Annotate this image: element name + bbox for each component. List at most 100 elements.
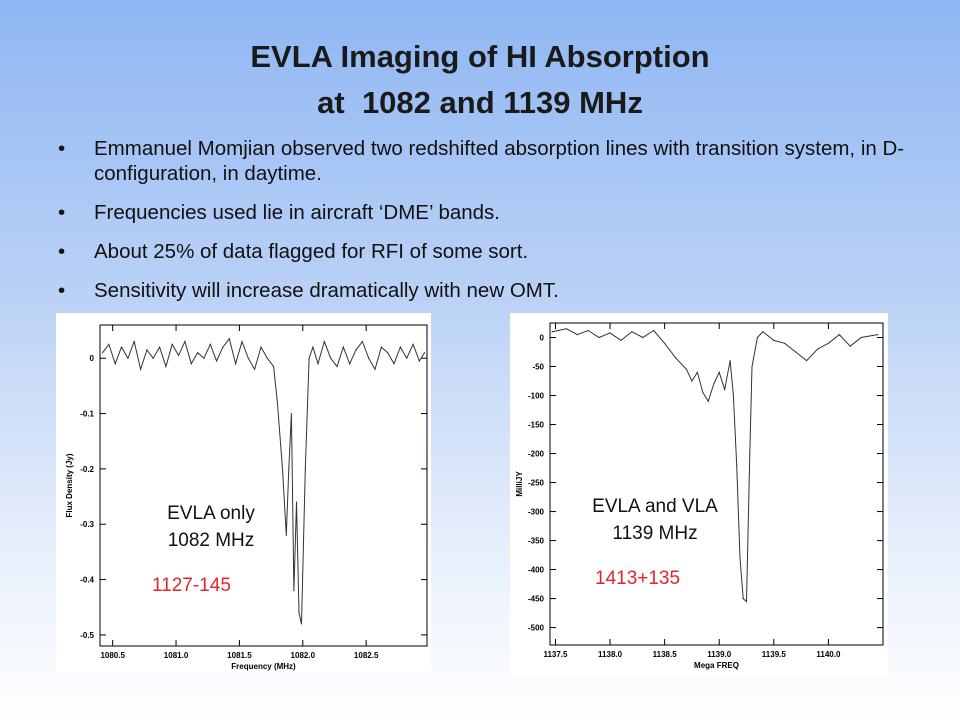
data-point xyxy=(724,389,726,391)
y-tick-label: -100 xyxy=(528,392,545,401)
data-point xyxy=(298,612,300,614)
data-point xyxy=(241,341,243,343)
title-line-1: EVLA Imaging of HI Absorption xyxy=(250,39,710,74)
y-tick-label: -250 xyxy=(528,479,545,488)
y-tick-label: -150 xyxy=(528,421,545,430)
data-point xyxy=(281,468,284,470)
data-point xyxy=(642,336,644,339)
x-tick-label: 1139.5 xyxy=(762,650,787,659)
data-point xyxy=(312,346,314,348)
x-tick-label: 1082.0 xyxy=(291,651,316,660)
data-point xyxy=(685,368,688,370)
y-tick-label: 0 xyxy=(540,334,545,343)
data-point xyxy=(387,352,389,354)
data-point xyxy=(260,346,262,348)
data-point xyxy=(664,342,666,344)
y-tick-label: -0.3 xyxy=(80,520,94,529)
data-point xyxy=(806,360,808,362)
data-point xyxy=(295,501,298,503)
data-point xyxy=(707,400,709,402)
data-point xyxy=(751,365,753,368)
y-tick-label: -0.2 xyxy=(80,465,94,474)
data-point xyxy=(691,380,693,382)
data-point xyxy=(336,365,338,368)
chart-panel-right: 0 -50 -100 -150 -200 -250 -300 -350 -400 -450 -500… xyxy=(510,313,888,675)
data-point xyxy=(146,349,148,351)
x-tick-label: 1137.5 xyxy=(543,650,568,659)
data-point xyxy=(374,368,376,370)
y-tick-label: -450 xyxy=(528,595,545,604)
data-point xyxy=(742,598,744,600)
y-tick-label: -0.5 xyxy=(80,631,94,640)
plot-frame xyxy=(99,324,428,647)
y-tick-label: -300 xyxy=(528,508,545,517)
x-tick-label: 1138.0 xyxy=(598,650,623,659)
data-point xyxy=(380,346,382,348)
y-axis-label: MilliJY xyxy=(515,471,524,497)
chart-annotation: EVLA and VLA 1139 MHz xyxy=(570,493,740,547)
data-point xyxy=(739,557,741,559)
x-tick-label: 1138.5 xyxy=(653,650,678,659)
data-point xyxy=(713,383,715,385)
x-tick-label: 1080.5 xyxy=(100,651,125,660)
data-point xyxy=(285,534,287,536)
data-point xyxy=(203,357,205,359)
data-point xyxy=(222,346,224,348)
plot-frame xyxy=(549,322,884,646)
x-tick-label: 1140.0 xyxy=(816,650,841,659)
chart-panel-left: 0 -0.1 -0.2 -0.3 -0.4 -0.5 1080.5 1081.0 1081.5 1… xyxy=(56,313,431,673)
data-point xyxy=(756,336,758,339)
data-point xyxy=(216,360,218,362)
y-tick-label: -500 xyxy=(528,624,545,633)
data-point xyxy=(355,349,357,351)
data-point xyxy=(838,334,840,336)
annotation-line: 1082 MHz xyxy=(167,530,255,551)
data-point xyxy=(127,357,129,359)
data-point xyxy=(773,339,775,341)
data-point xyxy=(120,346,123,348)
chart-1139mhz: 0 -50 -100 -150 -200 -250 -300 -350 -400 -450 -500… xyxy=(515,322,884,670)
bullet-item: About 25% of data flagged for RFI of som… xyxy=(58,239,938,264)
data-point xyxy=(576,334,578,336)
data-point xyxy=(675,357,677,359)
data-point xyxy=(304,468,306,470)
data-point xyxy=(235,363,237,365)
data-point xyxy=(197,352,199,354)
chart-1082mhz: 0 -0.1 -0.2 -0.3 -0.4 -0.5 1080.5 1081.0 1081.5 1… xyxy=(65,324,428,671)
data-point xyxy=(587,329,589,332)
annotation-line: EVLA and VLA xyxy=(592,496,718,517)
data-point xyxy=(696,371,698,373)
data-point xyxy=(653,329,655,332)
data-point xyxy=(184,341,186,343)
source-label: 1127-145 xyxy=(152,575,231,596)
data-point xyxy=(598,336,600,339)
data-point xyxy=(273,365,275,368)
data-point xyxy=(816,348,819,350)
data-point xyxy=(323,341,325,343)
data-point xyxy=(849,345,851,347)
chart-annotation: EVLA only 1082 MHz xyxy=(136,500,286,554)
data-point xyxy=(412,343,414,345)
data-point xyxy=(795,351,797,353)
source-label: 1413+135 xyxy=(595,568,681,589)
data-point xyxy=(745,600,748,603)
spectrum-line xyxy=(552,328,878,603)
bullet-item: Sensitivity will increase dramatically w… xyxy=(58,278,938,303)
data-point xyxy=(631,331,633,333)
data-point xyxy=(368,357,370,359)
data-point xyxy=(718,371,720,373)
data-point xyxy=(330,357,332,359)
data-point xyxy=(361,341,363,343)
data-point xyxy=(762,331,764,333)
data-point xyxy=(729,360,731,362)
data-point xyxy=(293,590,295,592)
annotation-line: 1139 MHz xyxy=(612,523,698,544)
data-point xyxy=(254,368,256,370)
data-point xyxy=(784,342,786,344)
data-point xyxy=(165,365,167,368)
bullet-list: Emmanuel Momjian observed two redshifted… xyxy=(58,136,938,317)
x-tick-label: 1082.5 xyxy=(354,651,379,660)
data-point xyxy=(308,357,310,359)
data-point xyxy=(247,357,249,359)
data-point xyxy=(749,452,751,455)
